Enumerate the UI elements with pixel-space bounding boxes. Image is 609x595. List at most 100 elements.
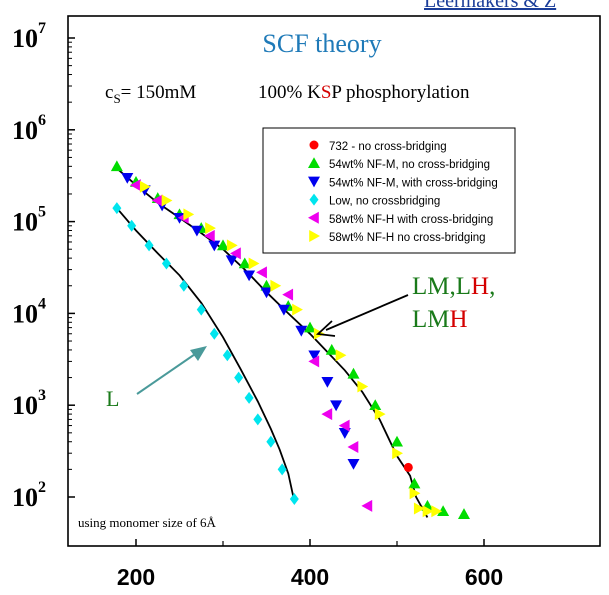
data-point: [413, 502, 425, 515]
data-point: [289, 493, 299, 506]
data-point: [253, 413, 263, 426]
data-point: [295, 325, 308, 337]
data-point: [256, 266, 267, 279]
legend-marker: [308, 211, 319, 224]
legend-label: 58wt% NF-H with cross-bridging: [329, 214, 493, 226]
data-point: [391, 435, 403, 447]
legend-marker: [309, 230, 320, 242]
data-point: [338, 428, 351, 439]
data-point: [226, 239, 238, 252]
header-text: Leermakers & Z: [424, 0, 556, 12]
data-points: [110, 160, 470, 519]
data-point: [403, 462, 413, 472]
legend-label: 732 - no cross-bridging: [329, 141, 447, 153]
data-point: [392, 447, 403, 460]
legend-label: Low, no crossbridging: [329, 196, 440, 208]
plot-frame: [67, 15, 601, 547]
phosphorylation-text: 100% KSP phosphorylation: [258, 82, 470, 103]
y-tick-label: 107: [12, 20, 46, 53]
x-tick-label: 600: [465, 564, 503, 590]
data-point: [292, 303, 303, 316]
data-point: [325, 343, 338, 355]
data-point: [347, 367, 360, 379]
annotation-lm-arrow: [325, 294, 409, 331]
data-point: [196, 303, 206, 316]
data-point: [112, 202, 122, 215]
data-point: [408, 477, 421, 489]
phosphorylation-post: P phosphorylation: [331, 82, 470, 103]
salt-condition-subscript: S: [113, 91, 120, 106]
y-tick-label: 106: [12, 112, 46, 145]
data-point: [139, 180, 151, 193]
data-point: [183, 208, 195, 221]
data-point: [222, 349, 232, 362]
data-point: [282, 288, 294, 301]
x-tick-label: 400: [291, 564, 329, 590]
data-point: [260, 287, 273, 299]
legend-label: 54wt% NF-M, with cross-bridging: [329, 177, 498, 189]
data-point: [335, 349, 347, 362]
x-axis: 200 400 600: [117, 539, 503, 590]
data-point: [161, 257, 171, 270]
legend-marker: [309, 140, 319, 150]
data-point: [234, 371, 244, 384]
data-point: [277, 304, 290, 316]
data-point: [144, 239, 154, 252]
data-point: [347, 441, 359, 454]
annotation-lm-lh: LM,LH,: [412, 273, 495, 300]
data-point: [127, 219, 137, 232]
data-point: [151, 194, 163, 207]
data-point: [209, 327, 219, 340]
data-point: [161, 194, 173, 207]
fit-curve-2: [116, 207, 296, 502]
legend-label: 58wt% NF-H no cross-bridging: [329, 232, 486, 244]
data-point: [321, 408, 333, 421]
annotation-l-arrowhead: [190, 346, 207, 361]
salt-condition-symbol: c: [105, 82, 113, 103]
data-point: [357, 380, 369, 393]
data-point: [225, 255, 238, 267]
data-point: [238, 257, 251, 269]
data-point: [130, 179, 141, 192]
annotation-l: L: [106, 386, 119, 411]
data-point: [205, 222, 216, 235]
data-point: [203, 229, 215, 242]
data-point: [266, 435, 276, 448]
annotation-lmh: LMH: [412, 306, 468, 333]
legend-marker: [308, 157, 320, 168]
y-tick-label: 103: [12, 387, 46, 420]
data-point: [361, 499, 373, 512]
data-point: [244, 391, 254, 404]
data-point: [121, 173, 134, 184]
y-tick-label: 102: [12, 479, 46, 512]
data-point: [110, 160, 123, 172]
legend-label: 54wt% NF-M, no cross-bridging: [329, 159, 490, 171]
data-point: [248, 257, 260, 270]
chart-title: SCF theory: [262, 29, 381, 58]
data-point: [230, 247, 241, 260]
data-point: [369, 399, 382, 410]
data-point: [457, 508, 470, 519]
data-point: [308, 350, 321, 362]
data-point: [179, 279, 189, 292]
data-point: [409, 487, 421, 500]
salt-condition: cS= 150mM: [105, 82, 196, 106]
salt-condition-value: = 150mM: [121, 82, 197, 103]
annotation-lm-arrowhead: [315, 320, 336, 337]
data-point: [422, 505, 434, 518]
phosphorylation-pre: 100% K: [258, 82, 321, 103]
y-axis: 102 103 104 105 106 107: [12, 20, 75, 512]
data-point: [321, 376, 334, 388]
phosphorylation-mid: S: [321, 82, 332, 103]
data-point: [270, 279, 282, 292]
legend: 732 - no cross-bridging 54wt% NF-M, no cr…: [262, 127, 516, 254]
data-point: [338, 419, 350, 432]
data-point: [330, 400, 343, 412]
data-point: [304, 321, 316, 333]
data-point: [374, 408, 386, 421]
data-point: [217, 239, 229, 251]
legend-marker: [308, 176, 320, 188]
data-point: [243, 270, 256, 282]
